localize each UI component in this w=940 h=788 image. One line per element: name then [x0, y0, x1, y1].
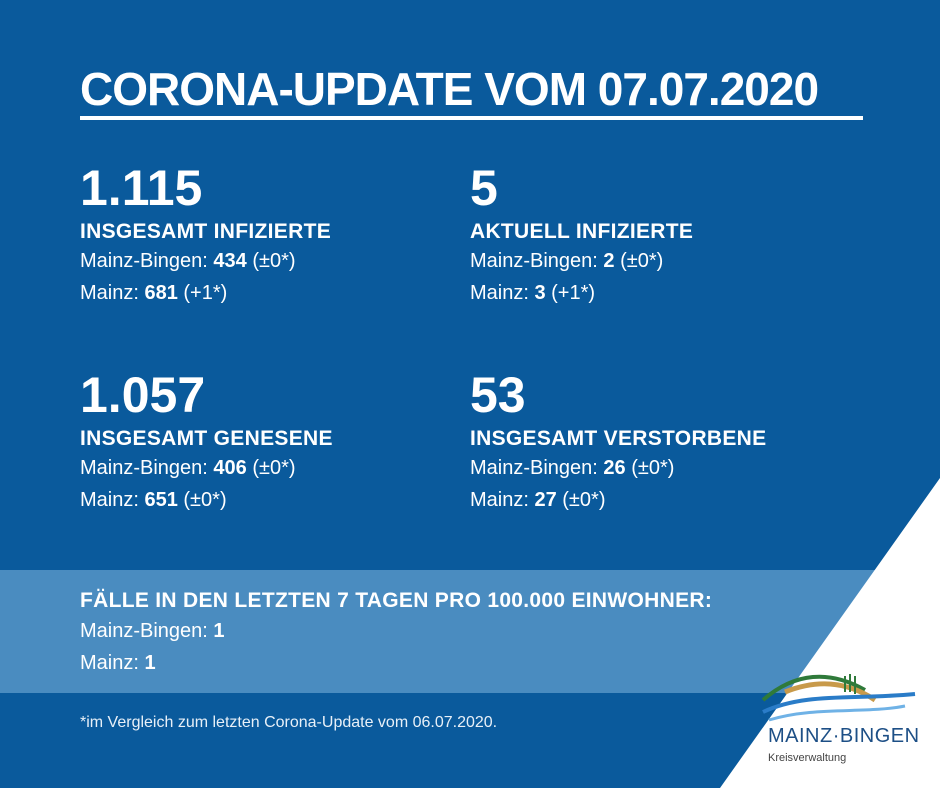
stat-line-mainz: Mainz: 27 (±0*): [470, 489, 606, 511]
stat-big-number: 5: [470, 160, 498, 216]
stat-big-number: 1.115: [80, 160, 203, 216]
stat-label: INSGESAMT GENESENE: [80, 427, 333, 450]
title-underline: [80, 116, 863, 120]
incidence-row-mainz: Mainz: 1: [80, 652, 156, 674]
page-title: CORONA-UPDATE VOM 07.07.2020: [80, 63, 819, 115]
logo-subtitle: Kreisverwaltung: [768, 752, 847, 764]
incidence-band: FÄLLE IN DEN LETZTEN 7 TAGEN PRO 100.000…: [0, 570, 940, 693]
incidence-heading: FÄLLE IN DEN LETZTEN 7 TAGEN PRO 100.000…: [80, 589, 713, 612]
stat-line-mainz: Mainz: 681 (+1*): [80, 282, 228, 304]
logo-name: MAINZ·BINGEN: [768, 725, 920, 747]
stat-line-mainz: Mainz: 651 (±0*): [80, 489, 227, 511]
stat-line-mainz-bingen: Mainz-Bingen: 2 (±0*): [470, 250, 664, 272]
stat-label: INSGESAMT VERSTORBENE: [470, 427, 767, 450]
mainz-bingen-logo-icon: [761, 674, 916, 722]
stat-label: AKTUELL INFIZIERTE: [470, 220, 694, 243]
white-corner-triangle: [720, 478, 940, 788]
stat-big-number: 1.057: [80, 367, 206, 423]
stat-total-recovered: 1.057 INSGESAMT GENESENE Mainz-Bingen: 4…: [80, 367, 333, 516]
footnote: *im Vergleich zum letzten Corona-Update …: [80, 714, 498, 731]
stat-line-mainz: Mainz: 3 (+1*): [470, 282, 596, 304]
stat-total-infected: 1.115 INSGESAMT INFIZIERTE Mainz-Bingen:…: [80, 160, 331, 309]
stat-line-mainz-bingen: Mainz-Bingen: 26 (±0*): [470, 457, 675, 479]
stat-line-mainz-bingen: Mainz-Bingen: 434 (±0*): [80, 250, 296, 272]
stat-big-number: 53: [470, 367, 526, 423]
stat-current-infected: 5 AKTUELL INFIZIERTE Mainz-Bingen: 2 (±0…: [470, 160, 693, 309]
stat-label: INSGESAMT INFIZIERTE: [80, 220, 332, 243]
incidence-row-mainz-bingen: Mainz-Bingen: 1: [80, 620, 225, 642]
stat-line-mainz-bingen: Mainz-Bingen: 406 (±0*): [80, 457, 296, 479]
stat-total-deceased: 53 INSGESAMT VERSTORBENE Mainz-Bingen: 2…: [470, 367, 766, 516]
